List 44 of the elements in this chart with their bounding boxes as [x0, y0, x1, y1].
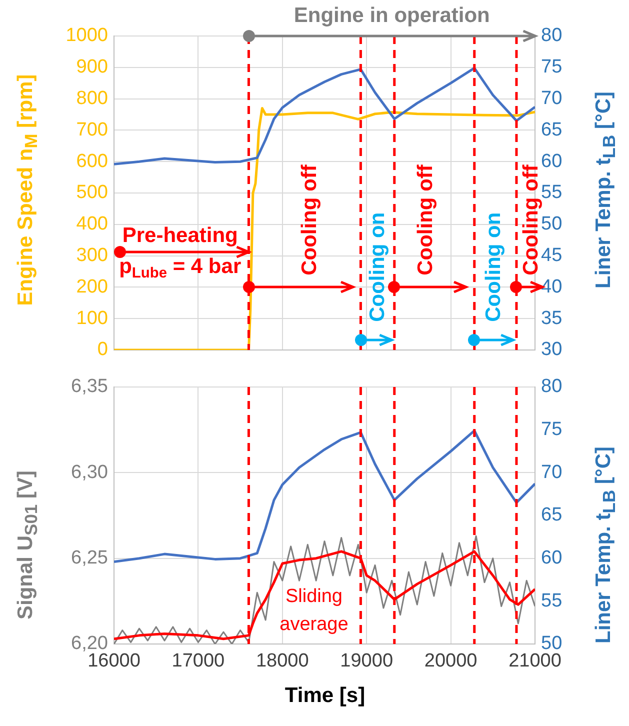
y-tick-label: 1000 [66, 25, 108, 46]
y2-tick-label: 70 [541, 88, 562, 110]
x-tick-label: 18000 [256, 650, 309, 672]
y-tick-label: 200 [76, 276, 108, 298]
y2-tick-label: 50 [541, 214, 562, 235]
annotation: Cooling off [519, 164, 542, 276]
annotation: Cooling off [298, 164, 321, 276]
annotation: Cooling off [414, 164, 437, 276]
y2-tick-label: 75 [541, 419, 562, 440]
y2-tick-label: 55 [541, 182, 562, 204]
y-tick-label: 600 [76, 150, 108, 172]
y2-tick-label: 80 [541, 376, 562, 398]
x-axis-title: Time [s] [284, 684, 366, 708]
y-tick-label: 500 [76, 182, 108, 204]
y2-tick-label: 60 [541, 548, 562, 569]
y-tick-label: 800 [76, 88, 108, 110]
y-tick-label: 400 [76, 214, 108, 235]
y2-tick-label: 80 [541, 25, 562, 46]
y2-tick-label: 45 [541, 245, 562, 266]
y-tick-label: 6,30 [71, 462, 108, 483]
x-tick-label: 19000 [340, 650, 394, 672]
y-tick-label: 100 [76, 308, 108, 329]
y2-tick-label: 75 [541, 56, 562, 78]
y2-tick-label: 65 [541, 119, 562, 140]
y2-tick-label: 55 [541, 590, 562, 612]
y-tick-label: 0 [97, 339, 108, 360]
y2-tick-label: 30 [541, 339, 562, 360]
x-tick-label: 17000 [172, 650, 225, 672]
y2-tick-label: 35 [541, 308, 562, 329]
y-tick-label: 300 [76, 245, 108, 266]
y-tick-label: 900 [76, 56, 108, 78]
y2-tick-label: 65 [541, 504, 562, 526]
y-tick-label: 6,25 [71, 548, 108, 569]
x-tick-label: 20000 [424, 650, 478, 672]
y2-tick-label: 40 [541, 276, 562, 298]
text: Engine in operation [294, 4, 490, 27]
annotation: Pre-heating [122, 224, 238, 247]
y-tick-label: 6,35 [71, 376, 108, 398]
annotation: Cooling on [482, 212, 505, 322]
y-tick-label: 700 [76, 119, 108, 140]
series-label: Sliding average [280, 586, 348, 635]
annotation: Cooling on [366, 212, 389, 322]
y2-tick-label: 60 [541, 150, 562, 172]
y2-tick-label: 70 [541, 462, 562, 483]
